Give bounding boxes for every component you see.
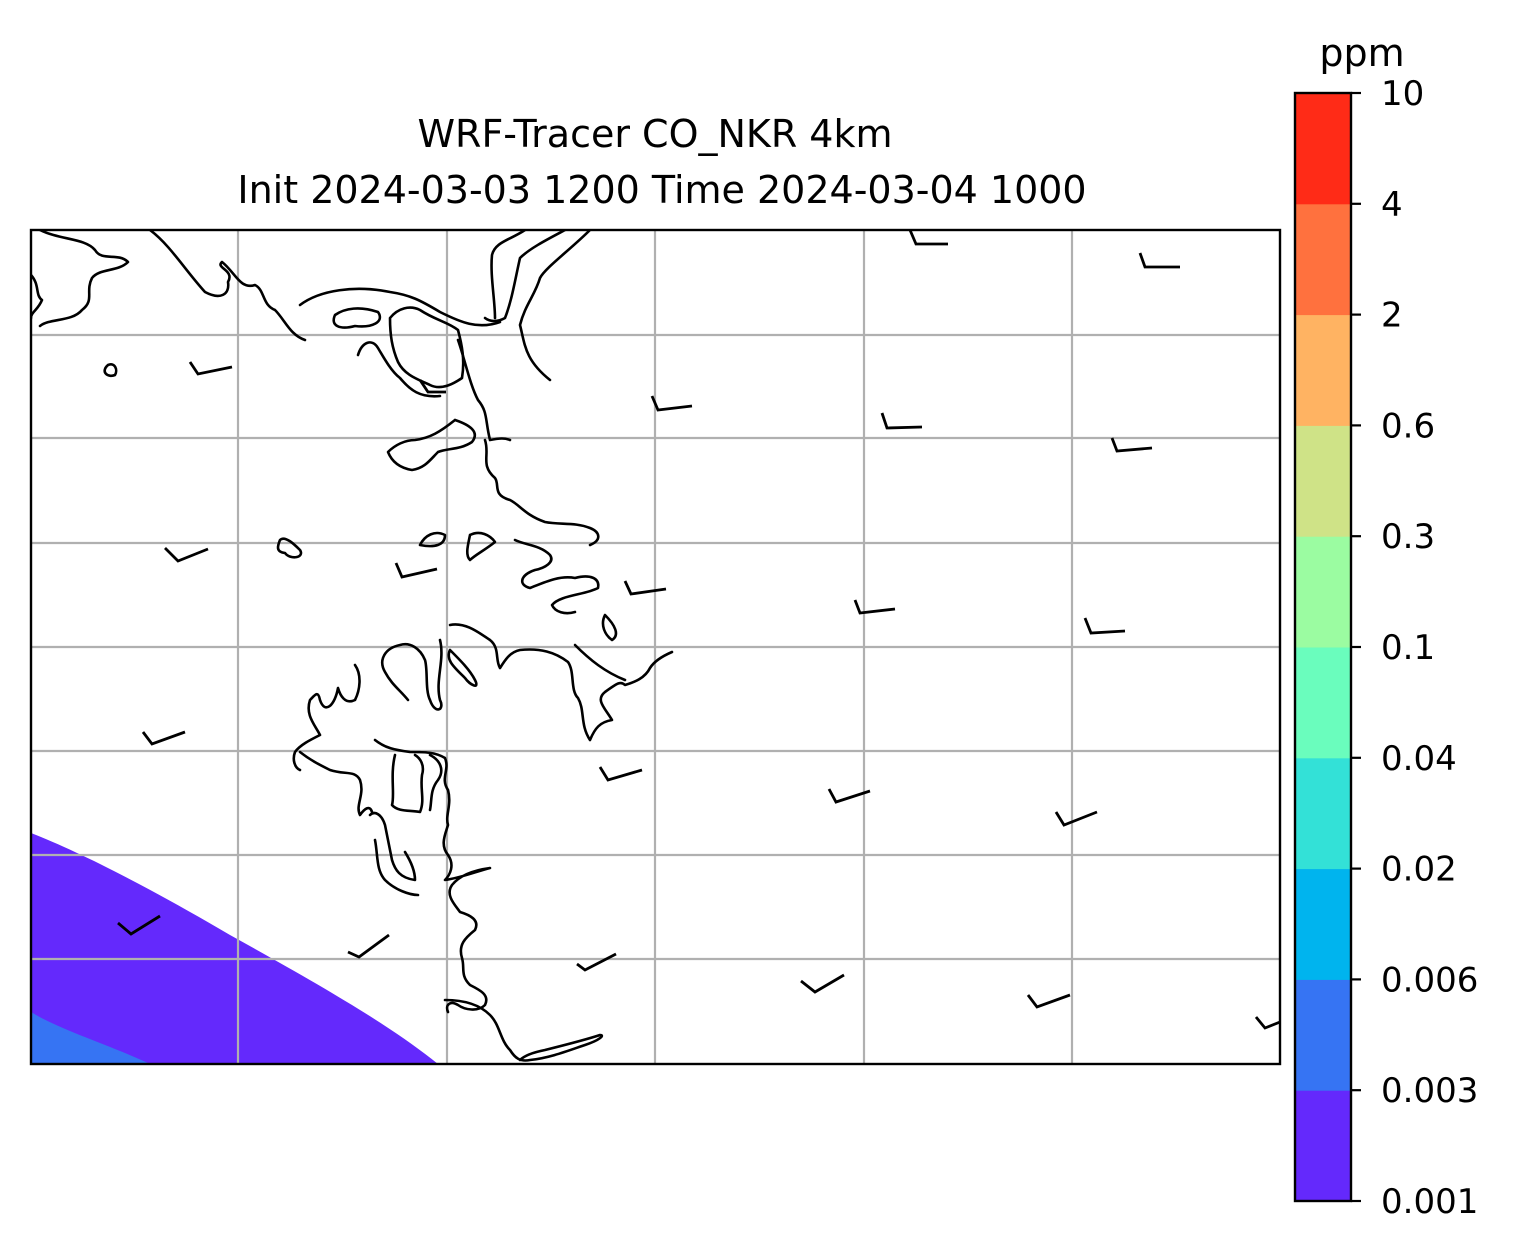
colorbar-tick-label: 4 xyxy=(1381,185,1403,225)
wind-barb xyxy=(908,230,948,246)
wind-barb xyxy=(1083,617,1126,635)
wind-barb xyxy=(598,766,643,782)
wind-barb xyxy=(1138,252,1180,269)
colorbar-segment xyxy=(1295,536,1351,648)
wind-barb xyxy=(394,562,438,579)
wind-barb xyxy=(827,788,871,804)
wind-barb xyxy=(1026,993,1071,1009)
colorbar-tick-label: 0.02 xyxy=(1381,850,1457,890)
wind-barb xyxy=(576,952,617,972)
wind-barbs xyxy=(117,230,1280,1030)
wind-barb xyxy=(164,547,209,563)
wind-barb xyxy=(141,730,186,746)
wind-barb xyxy=(347,933,390,959)
wind-barb xyxy=(1054,810,1098,827)
colorbar-segment xyxy=(1295,93,1351,205)
colorbar-tick-label: 2 xyxy=(1381,296,1403,336)
wind-barb xyxy=(1110,437,1153,453)
wind-barb xyxy=(880,412,923,430)
wind-barb xyxy=(188,361,233,376)
colorbar-tick-label: 10 xyxy=(1381,74,1424,114)
gridlines xyxy=(31,230,1280,1064)
colorbar-tick-label: 0.003 xyxy=(1381,1071,1478,1111)
colorbar: ppm 0.001 0.003 0.006 0.02 0.04 0.1 0.3 0.6 2 4 10 xyxy=(1293,31,1478,1222)
contour-fill-0.003 xyxy=(31,1012,150,1064)
colorbar-segment xyxy=(1295,425,1351,537)
colorbar-tick-label: 0.3 xyxy=(1381,517,1435,557)
contour-fill-0.001 xyxy=(31,833,438,1064)
colorbar-segment xyxy=(1295,647,1351,759)
colorbar-tick-label: 0.1 xyxy=(1381,628,1435,668)
wind-barb xyxy=(800,973,845,994)
colorbar-segments xyxy=(1295,93,1351,1202)
wind-barb xyxy=(418,379,446,394)
colorbar-tick-label: 0.6 xyxy=(1381,406,1435,446)
colorbar-unit-label: ppm xyxy=(1319,31,1404,75)
map-title-line2: Init 2024-03-03 1200 Time 2024-03-04 100… xyxy=(237,168,1086,212)
colorbar-segment xyxy=(1295,1090,1351,1202)
map-title-line1: WRF-Tracer CO_NKR 4km xyxy=(417,112,892,156)
colorbar-tick-label: 0.04 xyxy=(1381,739,1457,779)
colorbar-ticks: 0.001 0.003 0.006 0.02 0.04 0.1 0.3 0.6 2 4 10 xyxy=(1351,74,1478,1222)
colorbar-segment xyxy=(1295,314,1351,426)
wind-barb xyxy=(853,599,896,615)
colorbar-tick-label: 0.001 xyxy=(1381,1182,1478,1222)
colorbar-tick-label: 0.006 xyxy=(1381,960,1478,1000)
wind-barb xyxy=(623,580,667,596)
map-panel xyxy=(29,228,1282,1066)
colorbar-segment xyxy=(1295,757,1351,870)
colorbar-segment xyxy=(1295,979,1351,1091)
wind-barb xyxy=(650,395,693,412)
wind-barb xyxy=(117,914,161,936)
coastlines xyxy=(31,230,674,1062)
colorbar-segment xyxy=(1295,868,1351,980)
map-frame xyxy=(29,228,1282,1066)
colorbar-segment xyxy=(1295,203,1351,316)
wind-barb xyxy=(1254,1016,1280,1030)
